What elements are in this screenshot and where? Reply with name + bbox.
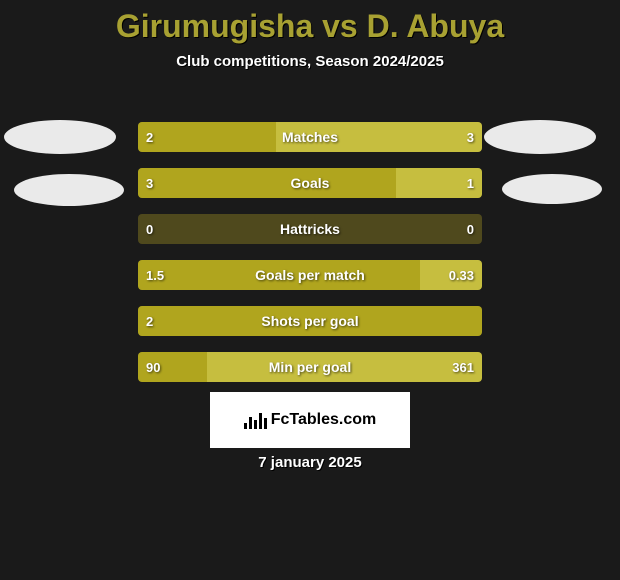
player-placeholder-ellipse	[14, 174, 124, 206]
comparison-card: Girumugisha vs D. Abuya Club competition…	[0, 0, 620, 580]
page-subtitle: Club competitions, Season 2024/2025	[0, 53, 620, 70]
stat-row: 23Matches	[138, 122, 482, 152]
brand-logo-text: FcTables.com	[244, 411, 377, 429]
player-placeholder-ellipse	[502, 174, 602, 204]
date-label: 7 january 2025	[0, 454, 620, 471]
brand-logo: FcTables.com	[210, 392, 410, 448]
page-title: Girumugisha vs D. Abuya	[0, 0, 620, 45]
stat-row: 90361Min per goal	[138, 352, 482, 382]
player-placeholder-ellipse	[484, 120, 596, 154]
player-placeholder-ellipse	[4, 120, 116, 154]
chart-icon	[244, 411, 267, 429]
stat-row: 1.50.33Goals per match	[138, 260, 482, 290]
stat-label: Hattricks	[138, 214, 482, 244]
stat-label: Shots per goal	[138, 306, 482, 336]
stat-label: Goals per match	[138, 260, 482, 290]
stat-label: Goals	[138, 168, 482, 198]
stat-row: 31Goals	[138, 168, 482, 198]
stat-row: 2Shots per goal	[138, 306, 482, 336]
stats-container: 23Matches 31Goals 00Hattricks 1.50.33Goals …	[138, 122, 482, 398]
stat-label: Matches	[138, 122, 482, 152]
stat-row: 00Hattricks	[138, 214, 482, 244]
brand-name: FcTables.com	[271, 411, 377, 429]
stat-label: Min per goal	[138, 352, 482, 382]
